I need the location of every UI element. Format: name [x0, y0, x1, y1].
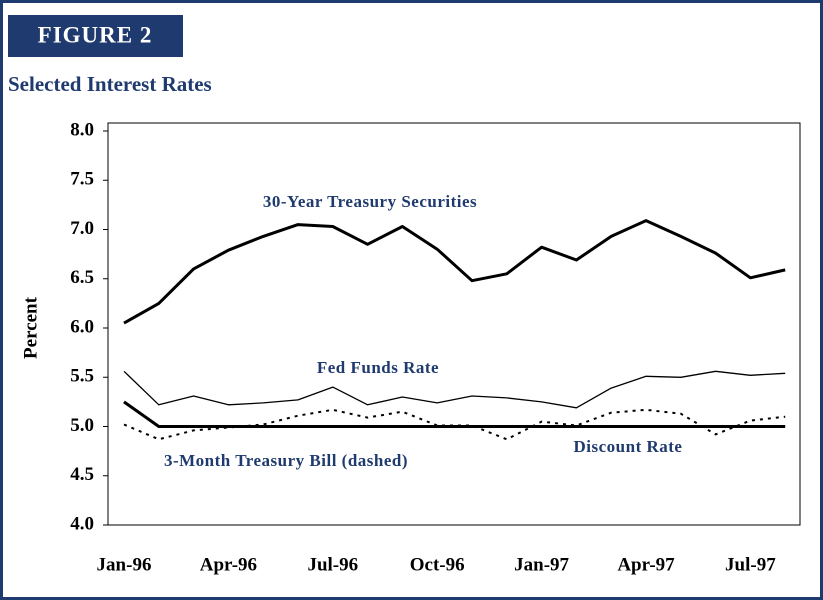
- y-axis-label: Percent: [20, 296, 41, 359]
- series-label: 3-Month Treasury Bill (dashed): [164, 451, 408, 470]
- series-label: Fed Funds Rate: [317, 358, 439, 377]
- y-tick-label: 7.0: [70, 218, 94, 239]
- x-tick-label: Jul-97: [725, 554, 776, 575]
- x-tick-label: Jan-96: [97, 554, 152, 575]
- chart-title: Selected Interest Rates: [8, 72, 212, 96]
- series-label: Discount Rate: [574, 437, 683, 456]
- y-tick-label: 4.5: [70, 464, 94, 485]
- y-tick-label: 5.0: [70, 415, 94, 436]
- y-tick-label: 5.5: [70, 366, 94, 387]
- series-line: [123, 370, 786, 409]
- figure-badge: [8, 15, 183, 57]
- x-tick-label: Apr-97: [617, 554, 675, 575]
- y-tick-label: 7.5: [70, 169, 94, 190]
- series-line: [123, 219, 786, 325]
- series-label: 30-Year Treasury Securities: [263, 192, 477, 211]
- x-tick-label: Oct-96: [410, 554, 465, 575]
- y-tick-label: 6.5: [70, 267, 94, 288]
- series-line: [123, 408, 786, 441]
- plot-area: [107, 122, 801, 526]
- y-tick-label: 4.0: [70, 513, 94, 534]
- x-tick-label: Apr-96: [200, 554, 257, 575]
- x-tick-label: Jan-97: [514, 554, 569, 575]
- y-tick-label: 6.0: [70, 316, 94, 337]
- x-tick-label: Jul-96: [307, 554, 358, 575]
- y-tick-label: 8.0: [70, 119, 94, 140]
- figure-label: FIGURE 2: [38, 22, 153, 47]
